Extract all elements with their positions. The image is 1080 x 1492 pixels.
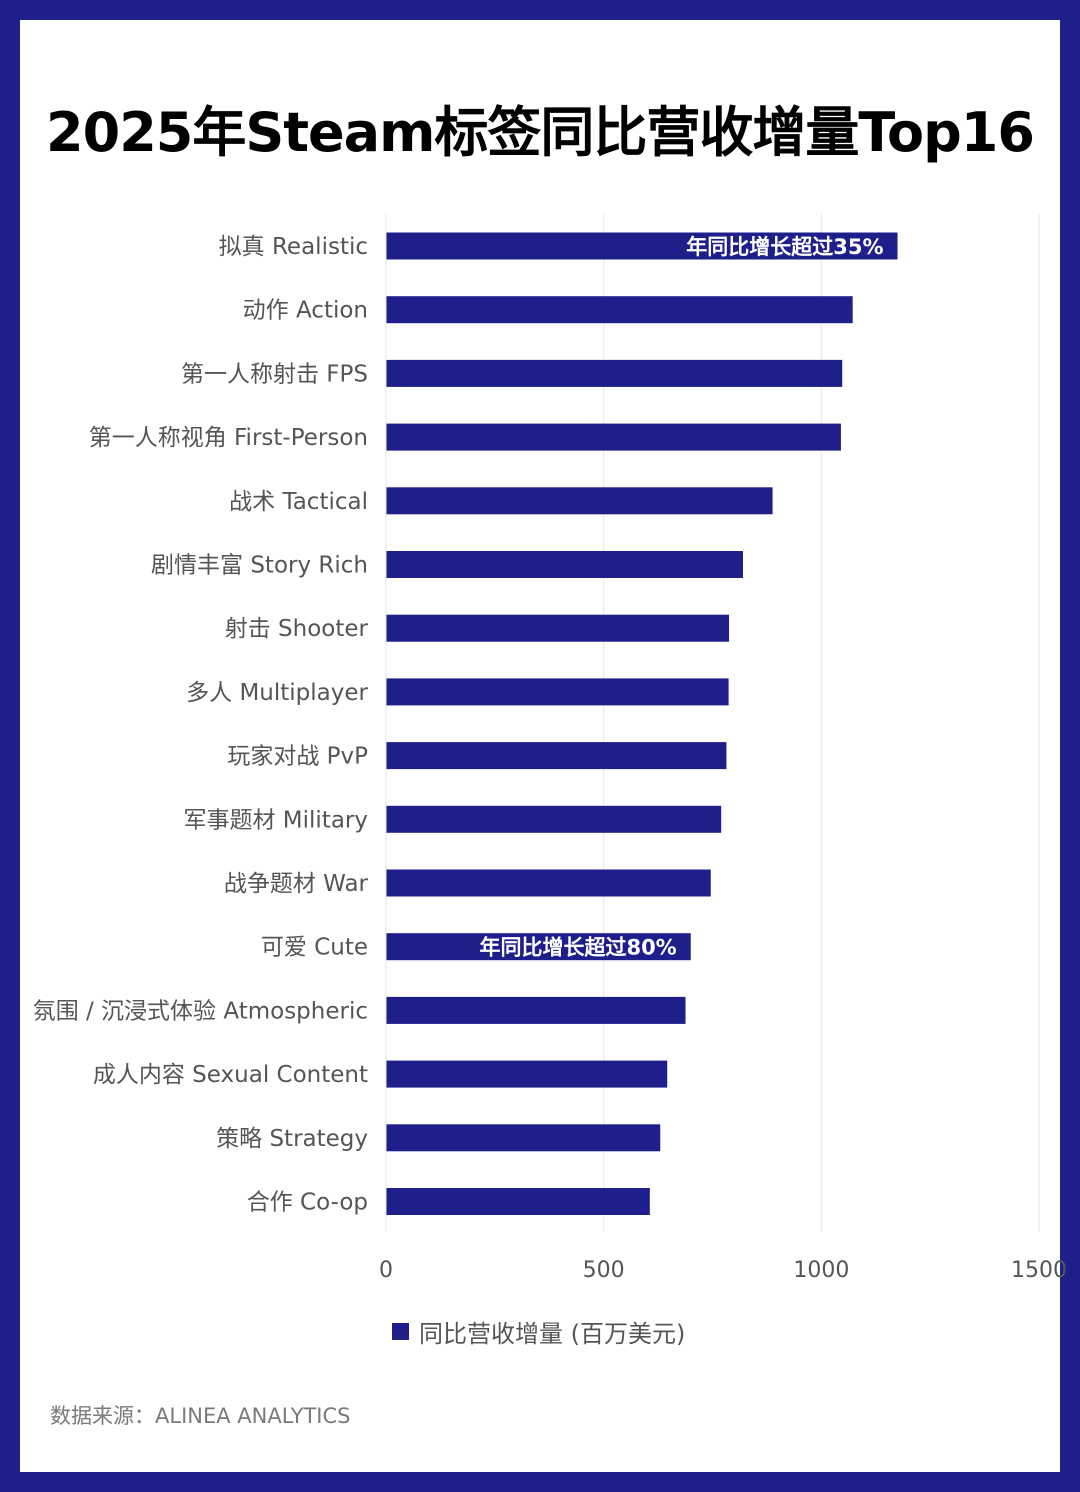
x-tick-label: 1500 (1011, 1258, 1067, 1283)
bar (386, 996, 686, 1024)
bar (386, 1188, 650, 1215)
source-note: 数据来源：ALINEA ANALYTICS (50, 1404, 351, 1428)
category-label: 第一人称视角 First-Person (89, 425, 368, 451)
bar (386, 1124, 661, 1152)
legend-label: 同比营收增量 (百万美元) (419, 1320, 686, 1348)
category-label: 玩家对战 PvP (227, 744, 368, 770)
category-label: 射击 Shooter (225, 616, 369, 642)
bar (386, 614, 730, 642)
bar (386, 805, 722, 833)
bar (386, 933, 691, 961)
category-label: 第一人称射击 FPS (181, 361, 368, 387)
bar (386, 551, 743, 578)
legend: 同比营收增量 (百万美元) (392, 1314, 685, 1349)
category-label: 多人 Multiplayer (186, 680, 368, 706)
bar (386, 1060, 668, 1088)
category-label: 战术 Tactical (229, 489, 368, 515)
bar-annotation: 年同比增长超过35% (686, 235, 883, 259)
x-tick-label: 500 (583, 1258, 625, 1283)
category-label: 动作 Action (243, 298, 368, 324)
category-label: 氛围 / 沉浸式体验 Atmospheric (33, 998, 368, 1024)
bar (386, 232, 898, 260)
bar (386, 869, 711, 897)
category-label: 可爱 Cute (261, 935, 368, 961)
chart-title: 2025年Steam标签同比营收增量Top16 (46, 101, 1035, 164)
bar (386, 296, 853, 324)
bar (386, 487, 773, 515)
category-label: 策略 Strategy (216, 1126, 368, 1152)
category-label: 合作 Co-op (247, 1190, 368, 1216)
bar (386, 678, 729, 706)
x-tick-label: 1000 (793, 1258, 849, 1283)
category-label: 剧情丰富 Story Rich (151, 553, 368, 579)
legend-swatch (392, 1323, 409, 1340)
x-tick-label: 0 (379, 1258, 393, 1283)
bar-annotation: 年同比增长超过80% (479, 936, 676, 960)
bar (386, 742, 727, 770)
bar (386, 359, 843, 387)
category-label: 成人内容 Sexual Content (93, 1062, 368, 1088)
category-label: 战争题材 War (224, 871, 369, 897)
category-label: 军事题材 Military (183, 807, 368, 833)
category-label: 拟真 Realistic (219, 234, 368, 260)
bar (386, 423, 841, 451)
